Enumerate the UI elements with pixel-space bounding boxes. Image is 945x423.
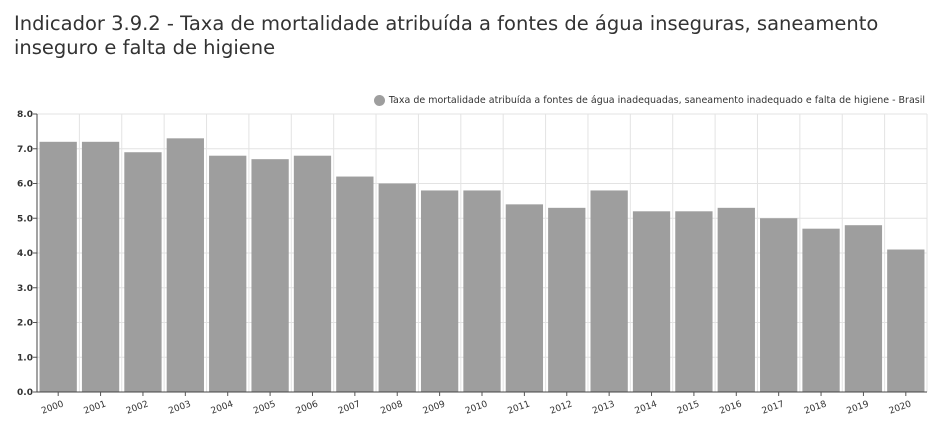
- x-tick-label: 2014: [634, 399, 659, 416]
- bar-2019[interactable]: [844, 225, 883, 392]
- x-tick-label: 2012: [549, 399, 574, 416]
- bars: [39, 138, 925, 393]
- x-tick-label: 2008: [379, 399, 404, 416]
- bar-2002[interactable]: [124, 152, 162, 392]
- bar-2010[interactable]: [463, 190, 501, 392]
- x-tick-label: 2002: [125, 399, 150, 416]
- legend-marker-icon: [373, 95, 385, 106]
- bar-2008[interactable]: [378, 183, 416, 393]
- bar-2012[interactable]: [548, 207, 586, 392]
- bar-2020[interactable]: [887, 249, 925, 392]
- bar-2005[interactable]: [251, 159, 289, 392]
- x-tick-label: 2009: [422, 399, 447, 416]
- y-tick-label: 8.0: [17, 110, 33, 120]
- x-tick-label: 2020: [888, 399, 913, 416]
- x-tick-label: 2005: [252, 399, 277, 416]
- bar-2016[interactable]: [717, 207, 755, 392]
- x-tick-label: 2016: [718, 399, 743, 416]
- bar-2001[interactable]: [81, 141, 120, 392]
- y-tick-label: 6.0: [17, 180, 33, 190]
- x-tick-label: 2007: [337, 399, 362, 416]
- bar-2004[interactable]: [209, 155, 247, 392]
- bar-2009[interactable]: [420, 190, 459, 392]
- x-tick-label: 2006: [295, 399, 320, 416]
- x-tick-label: 2001: [83, 399, 108, 416]
- y-tick-label: 7.0: [17, 145, 33, 155]
- x-tick-label: 2004: [210, 399, 235, 416]
- bar-2015[interactable]: [675, 211, 713, 392]
- bar-2018[interactable]: [802, 228, 840, 392]
- x-tick-label: 2013: [591, 399, 616, 416]
- x-tick-label: 2017: [761, 399, 786, 416]
- x-tick-label: 2011: [506, 399, 531, 416]
- bar-2007[interactable]: [336, 176, 374, 392]
- bar-2013[interactable]: [590, 190, 628, 392]
- y-tick-label: 1.0: [17, 353, 33, 363]
- y-tick-labels: 0.0 1.0 2.0 3.0 4.0 5.0 6.0 7.0 8.0: [17, 110, 33, 398]
- y-tick-label: 3.0: [17, 284, 33, 294]
- x-tick-label: 2000: [40, 399, 65, 416]
- bar-2003[interactable]: [166, 138, 204, 392]
- bar-2011[interactable]: [505, 204, 544, 392]
- bar-2000[interactable]: [39, 141, 77, 392]
- x-tick-label: 2010: [464, 399, 489, 416]
- axes: [33, 113, 927, 396]
- y-tick-label: 4.0: [17, 249, 33, 259]
- y-tick-label: 0.0: [17, 388, 33, 398]
- bar-2017[interactable]: [760, 218, 798, 392]
- page-title: Indicador 3.9.2 - Taxa de mortalidade at…: [14, 12, 879, 59]
- bar-2006[interactable]: [293, 155, 332, 392]
- x-tick-labels: 2000 2001 2002 2003 2004 2005 2006 2007 2008 2009…: [40, 399, 913, 416]
- y-tick-label: 2.0: [17, 319, 33, 329]
- x-tick-label: 2019: [846, 399, 871, 416]
- x-tick-label: 2018: [803, 399, 828, 416]
- x-tick-label: 2015: [676, 399, 701, 416]
- legend[interactable]: Taxa de mortalidade atribuída a fontes d…: [373, 95, 925, 106]
- bar-2014[interactable]: [632, 211, 671, 392]
- legend-label: Taxa de mortalidade atribuída a fontes d…: [388, 95, 925, 106]
- x-tick-label: 2003: [167, 399, 192, 416]
- y-tick-label: 5.0: [17, 214, 33, 224]
